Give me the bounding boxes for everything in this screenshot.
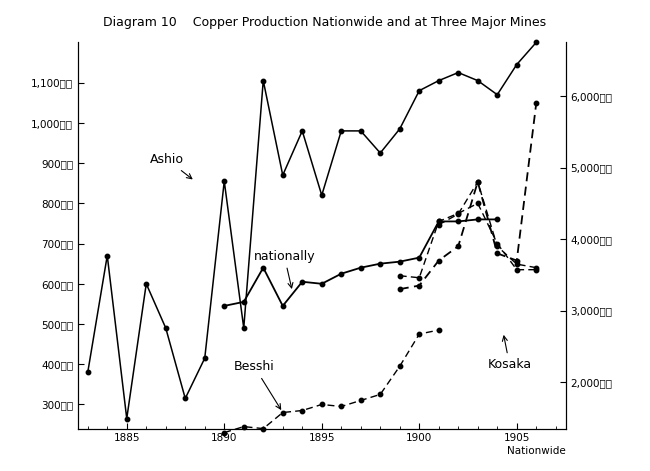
Text: Ashio: Ashio (150, 153, 192, 179)
Text: Diagram 10    Copper Production Nationwide and at Three Major Mines: Diagram 10 Copper Production Nationwide … (103, 16, 547, 30)
Text: Besshi: Besshi (234, 360, 281, 409)
Text: Kosaka: Kosaka (488, 336, 532, 371)
Text: Nationwide: Nationwide (507, 446, 566, 456)
Text: nationally: nationally (254, 250, 315, 288)
